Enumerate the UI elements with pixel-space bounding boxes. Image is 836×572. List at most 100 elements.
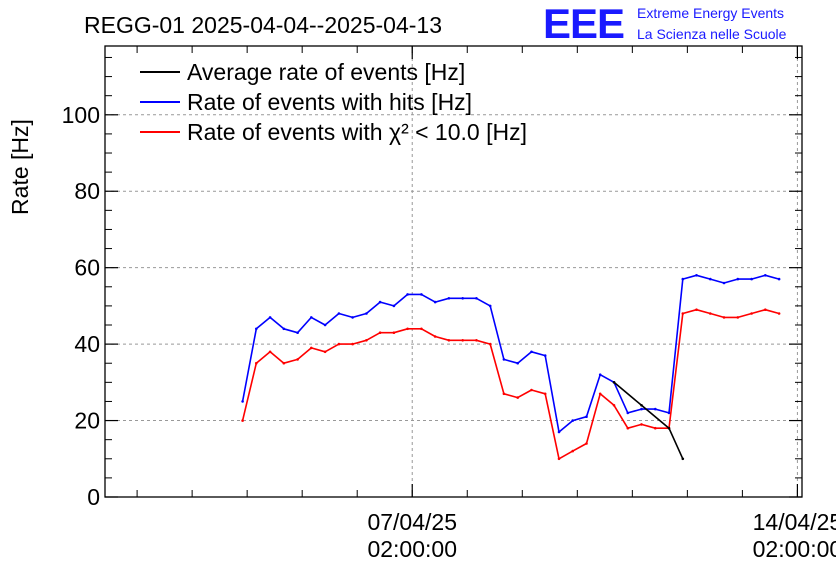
data-point-chi2 bbox=[461, 339, 465, 342]
data-point-chi2 bbox=[296, 358, 299, 361]
legend-label-hits: Rate of events with hits [Hz] bbox=[187, 89, 472, 115]
data-point-hits bbox=[296, 331, 299, 335]
data-point-hits bbox=[365, 312, 368, 315]
data-point-chi2 bbox=[722, 316, 726, 319]
data-point-chi2 bbox=[378, 331, 382, 335]
data-point-avg bbox=[667, 426, 671, 430]
data-point-hits bbox=[709, 277, 712, 281]
data-point-hits bbox=[488, 304, 492, 308]
data-point-chi2 bbox=[557, 457, 561, 461]
data-point-chi2 bbox=[585, 442, 588, 445]
y-tick-label: 100 bbox=[62, 102, 100, 128]
data-point-chi2 bbox=[516, 396, 519, 399]
grid-lines bbox=[105, 46, 802, 497]
data-point-hits bbox=[378, 300, 382, 304]
data-point-chi2 bbox=[282, 361, 286, 365]
data-point-chi2 bbox=[612, 404, 616, 407]
data-point-chi2 bbox=[640, 423, 643, 426]
data-point-chi2 bbox=[365, 339, 368, 342]
data-point-chi2 bbox=[420, 327, 423, 331]
data-point-chi2 bbox=[750, 312, 753, 315]
series-lines bbox=[241, 274, 781, 461]
data-point-hits bbox=[736, 277, 740, 281]
y-tick-label: 20 bbox=[74, 408, 100, 434]
y-tick-label: 40 bbox=[74, 331, 100, 357]
data-point-chi2 bbox=[406, 327, 409, 331]
data-point-hits bbox=[406, 293, 409, 296]
data-point-chi2 bbox=[254, 361, 258, 365]
data-point-hits bbox=[585, 415, 588, 419]
data-point-hits bbox=[667, 411, 671, 415]
eee-logo: EEE Extreme Energy Events La Scienza nel… bbox=[543, 0, 787, 47]
x-tick-date-label: 07/04/25 bbox=[367, 509, 457, 535]
x-tick-time-label: 02:00:00 bbox=[367, 536, 457, 562]
legend-label-avg: Average rate of events [Hz] bbox=[187, 59, 465, 85]
series-line-hits bbox=[241, 274, 780, 433]
data-point-hits bbox=[777, 277, 781, 281]
data-point-chi2 bbox=[764, 308, 767, 312]
data-point-chi2 bbox=[736, 316, 740, 319]
axis-ticks: 02040608010007/04/2502:00:0014/04/2502:0… bbox=[62, 46, 836, 562]
data-point-chi2 bbox=[241, 419, 244, 422]
data-point-hits bbox=[254, 327, 258, 331]
legend-label-chi2: Rate of events with χ² < 10.0 [Hz] bbox=[187, 119, 527, 145]
data-point-chi2 bbox=[695, 308, 698, 312]
series-line-chi2 bbox=[241, 308, 780, 460]
data-point-avg bbox=[640, 404, 643, 407]
data-point-hits bbox=[337, 312, 341, 315]
data-point-chi2 bbox=[392, 331, 396, 335]
data-point-chi2 bbox=[488, 342, 492, 346]
data-point-hits bbox=[241, 400, 244, 403]
y-tick-label: 80 bbox=[74, 178, 100, 204]
legend: Average rate of events [Hz] Rate of event… bbox=[140, 59, 527, 145]
eee-logo-line2: La Scienza nelle Scuole bbox=[637, 26, 787, 42]
data-point-hits bbox=[571, 419, 574, 422]
data-point-avg bbox=[681, 457, 685, 461]
data-point-hits bbox=[447, 297, 451, 300]
data-point-chi2 bbox=[433, 335, 437, 338]
data-point-hits bbox=[626, 411, 630, 415]
data-point-chi2 bbox=[681, 312, 685, 315]
data-point-hits bbox=[681, 277, 685, 281]
x-tick-time-label: 02:00:00 bbox=[753, 536, 836, 562]
data-point-chi2 bbox=[351, 342, 354, 346]
data-point-chi2 bbox=[543, 392, 547, 396]
x-tick-date-label: 14/04/25 bbox=[753, 509, 836, 535]
data-point-chi2 bbox=[475, 339, 478, 342]
data-point-hits bbox=[433, 300, 437, 304]
data-point-hits bbox=[557, 430, 561, 434]
data-point-hits bbox=[475, 297, 478, 300]
data-point-chi2 bbox=[323, 350, 327, 354]
data-point-chi2 bbox=[654, 426, 657, 430]
series-line-avg bbox=[613, 381, 684, 460]
chart-title: REGG-01 2025-04-04--2025-04-13 bbox=[84, 12, 442, 38]
data-point-chi2 bbox=[268, 350, 272, 354]
eee-logo-line1: Extreme Energy Events bbox=[637, 5, 784, 21]
data-point-hits bbox=[420, 293, 423, 296]
data-point-hits bbox=[516, 361, 519, 365]
data-point-chi2 bbox=[777, 312, 781, 315]
data-point-hits bbox=[722, 281, 726, 285]
data-point-hits bbox=[764, 274, 767, 277]
y-axis-label: Rate [Hz] bbox=[7, 119, 33, 215]
data-point-hits bbox=[543, 354, 547, 357]
y-tick-label: 0 bbox=[87, 484, 100, 510]
data-point-hits bbox=[750, 277, 753, 281]
data-point-chi2 bbox=[709, 312, 712, 315]
data-point-hits bbox=[351, 316, 354, 319]
data-point-hits bbox=[282, 327, 286, 331]
data-point-chi2 bbox=[530, 388, 533, 392]
data-point-chi2 bbox=[626, 426, 630, 430]
data-point-hits bbox=[598, 373, 602, 377]
eee-logo-mark: EEE bbox=[543, 0, 624, 47]
data-point-chi2 bbox=[598, 392, 602, 396]
data-point-hits bbox=[640, 407, 643, 411]
data-point-hits bbox=[530, 350, 533, 354]
data-point-hits bbox=[695, 274, 698, 277]
data-point-avg bbox=[612, 381, 616, 384]
plot-frame bbox=[104, 45, 803, 498]
data-point-chi2 bbox=[310, 346, 313, 350]
data-point-hits bbox=[323, 323, 327, 327]
data-point-chi2 bbox=[337, 342, 341, 346]
